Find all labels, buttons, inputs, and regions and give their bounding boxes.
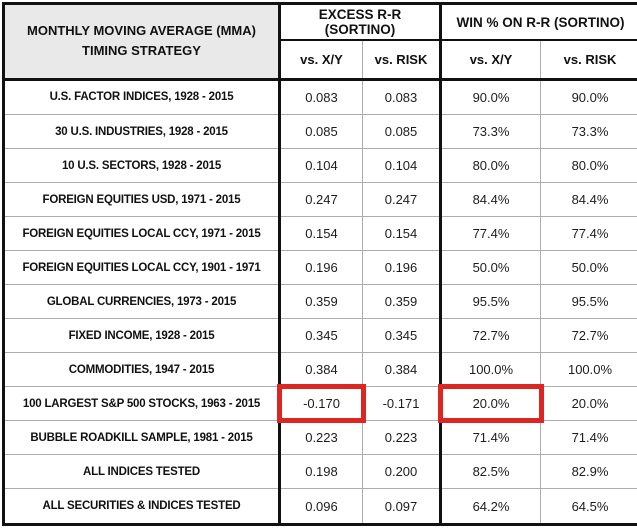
cell-value: 0.085 (278, 114, 363, 149)
table-row: U.S. FACTOR INDICES, 1928 - 2015 0.083 0… (3, 78, 637, 115)
cell-value: 0.154 (361, 216, 441, 251)
table-row: GLOBAL CURRENCIES, 1973 - 2015 0.359 0.3… (3, 284, 637, 319)
cell-value: 0.384 (361, 352, 441, 387)
row-label: 10 U.S. SECTORS, 1928 - 2015 (3, 148, 281, 183)
corner-header-cell: MONTHLY MOVING AVERAGE (MMA) TIMING STRA… (3, 3, 281, 81)
cell-value: 0.200 (361, 454, 441, 489)
cell-value: 95.5% (540, 284, 637, 319)
table-row: 10 U.S. SECTORS, 1928 - 2015 0.104 0.104… (3, 148, 637, 183)
row-label: 100 LARGEST S&P 500 STOCKS, 1963 - 2015 (3, 386, 281, 421)
row-label: U.S. FACTOR INDICES, 1928 - 2015 (3, 78, 281, 115)
cell-value: 100.0% (540, 352, 637, 387)
row-label: BUBBLE ROADKILL SAMPLE, 1981 - 2015 (3, 420, 281, 455)
cell-value: 71.4% (439, 420, 541, 455)
row-label: FIXED INCOME, 1928 - 2015 (3, 318, 281, 353)
cell-value: 0.198 (278, 454, 363, 489)
corner-header-line1: MONTHLY MOVING AVERAGE (MMA) (27, 23, 256, 39)
cell-value: 0.083 (278, 78, 363, 115)
table-row: 30 U.S. INDUSTRIES, 1928 - 2015 0.085 0.… (3, 114, 637, 149)
cell-value: 0.345 (361, 318, 441, 353)
group-header-row: MONTHLY MOVING AVERAGE (MMA) TIMING STRA… (3, 3, 637, 81)
table-row: FIXED INCOME, 1928 - 2015 0.345 0.345 72… (3, 318, 637, 353)
table-header: MONTHLY MOVING AVERAGE (MMA) TIMING STRA… (3, 3, 637, 81)
cell-value: 64.2% (439, 488, 541, 525)
cell-value: 82.9% (540, 454, 637, 489)
subheader-win-risk: vs. RISK (540, 40, 637, 81)
cell-value: 0.384 (278, 352, 363, 387)
row-label: GLOBAL CURRENCIES, 1973 - 2015 (3, 284, 281, 319)
cell-value: 0.085 (361, 114, 441, 149)
subheader-excess-xy: vs. X/Y (278, 40, 363, 81)
row-label: ALL SECURITIES & INDICES TESTED (3, 488, 281, 525)
cell-value: 0.104 (361, 148, 441, 183)
row-label: FOREIGN EQUITIES LOCAL CCY, 1971 - 2015 (3, 216, 281, 251)
row-label: FOREIGN EQUITIES USD, 1971 - 2015 (3, 182, 281, 217)
cell-value: 0.154 (278, 216, 363, 251)
cell-value: 73.3% (540, 114, 637, 149)
cell-value: 72.7% (540, 318, 637, 353)
cell-value: 95.5% (439, 284, 541, 319)
cell-value: 73.3% (439, 114, 541, 149)
cell-value: 50.0% (439, 250, 541, 285)
table-row: ALL INDICES TESTED 0.198 0.200 82.5% 82.… (3, 454, 637, 489)
table-row: ALL SECURITIES & INDICES TESTED 0.096 0.… (3, 488, 637, 525)
group-header-win: WIN % ON R-R (SORTINO) (439, 3, 637, 41)
subheader-excess-risk: vs. RISK (361, 40, 441, 81)
cell-value: 0.223 (361, 420, 441, 455)
cell-value: 20.0% (540, 386, 637, 421)
row-label: FOREIGN EQUITIES LOCAL CCY, 1901 - 1971 (3, 250, 281, 285)
table-row: BUBBLE ROADKILL SAMPLE, 1981 - 2015 0.22… (3, 420, 637, 455)
cell-value: 80.0% (439, 148, 541, 183)
cell-value: 0.359 (278, 284, 363, 319)
cell-value: 77.4% (540, 216, 637, 251)
row-label: 30 U.S. INDUSTRIES, 1928 - 2015 (3, 114, 281, 149)
cell-value: -0.171 (361, 386, 441, 421)
cell-value: 0.359 (361, 284, 441, 319)
table-row: 100 LARGEST S&P 500 STOCKS, 1963 - 2015 … (3, 384, 637, 424)
cell-value: 80.0% (540, 148, 637, 183)
cell-value: 0.196 (361, 250, 441, 285)
cell-value: 0.096 (278, 488, 363, 525)
group-header-excess: EXCESS R-R (SORTINO) (277, 3, 441, 41)
cell-value: 100.0% (439, 352, 541, 387)
cell-value: 90.0% (439, 78, 541, 115)
cell-value: 0.104 (278, 148, 363, 183)
cell-value: 0.223 (278, 420, 363, 455)
table-row: COMMODITIES, 1947 - 2015 0.384 0.384 100… (3, 352, 637, 387)
cell-value: 64.5% (540, 488, 637, 525)
cell-value: 0.345 (278, 318, 363, 353)
cell-value: 0.097 (361, 488, 441, 525)
sub-header-row: vs. X/Y vs. RISK vs. X/Y vs. RISK (4, 40, 637, 81)
row-label: COMMODITIES, 1947 - 2015 (3, 352, 281, 387)
row-label: ALL INDICES TESTED (3, 454, 281, 489)
cell-value: -0.170 (278, 384, 368, 424)
cell-value: 90.0% (540, 78, 637, 115)
table-row: FOREIGN EQUITIES LOCAL CCY, 1971 - 2015 … (3, 216, 637, 251)
cell-value: 0.196 (278, 250, 363, 285)
cell-value: 0.247 (361, 182, 441, 217)
corner-header-line2: TIMING STRATEGY (82, 43, 201, 59)
cell-value: 20.0% (439, 384, 546, 424)
cell-value: 84.4% (439, 182, 541, 217)
table-row: FOREIGN EQUITIES LOCAL CCY, 1901 - 1971 … (3, 250, 637, 285)
cell-value: 72.7% (439, 318, 541, 353)
cell-value: 0.247 (278, 182, 363, 217)
cell-value: 0.083 (361, 78, 441, 115)
cell-value: 77.4% (439, 216, 541, 251)
subheader-win-xy: vs. X/Y (439, 40, 541, 81)
cell-value: 84.4% (540, 182, 637, 217)
cell-value: 50.0% (540, 250, 637, 285)
table-row: FOREIGN EQUITIES USD, 1971 - 2015 0.247 … (3, 182, 637, 217)
table-body: U.S. FACTOR INDICES, 1928 - 2015 0.083 0… (3, 78, 637, 525)
cell-value: 82.5% (439, 454, 541, 489)
cell-value: 71.4% (540, 420, 637, 455)
